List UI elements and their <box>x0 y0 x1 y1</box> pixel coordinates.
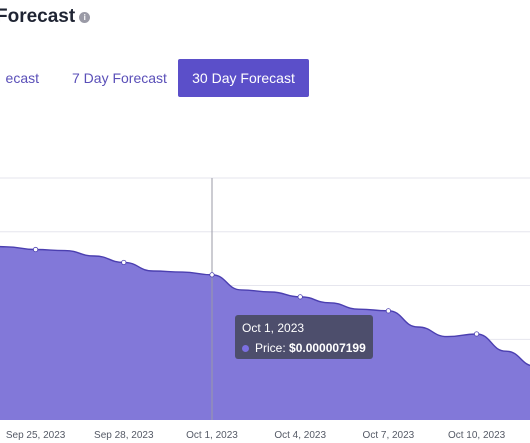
x-tick-label-4: Oct 7, 2023 <box>363 430 415 441</box>
data-point-markers <box>32 246 480 337</box>
data-point-0[interactable] <box>32 246 39 253</box>
forecast-tabs: ecast 7 Day Forecast 30 Day Forecast <box>0 59 530 97</box>
info-icon[interactable]: i <box>79 12 91 23</box>
x-tick-label-5: Oct 10, 2023 <box>448 430 506 441</box>
data-point-1[interactable] <box>121 259 127 266</box>
tab-30-day-forecast[interactable]: 30 Day Forecast <box>178 59 309 97</box>
x-tick-label-0: Sep 25, 2023 <box>6 430 66 441</box>
tooltip-price-label: Price: <box>255 341 286 355</box>
page-title-text: Forecast <box>0 6 76 27</box>
page-title: Forecast i <box>0 6 91 28</box>
x-tick-label-3: Oct 4, 2023 <box>274 430 326 441</box>
tooltip-price-value: $0.000007199 <box>289 341 366 355</box>
tab-1-day-forecast[interactable]: ecast <box>5 70 39 86</box>
tab-7-day-forecast[interactable]: 7 Day Forecast <box>72 70 167 86</box>
data-point-3[interactable] <box>297 294 303 300</box>
tooltip-price-row: Price: $0.000007199 <box>242 341 366 355</box>
x-tick-label-2: Oct 1, 2023 <box>186 430 238 441</box>
x-tick-label-1: Sep 28, 2023 <box>94 430 154 441</box>
x-axis-tick-labels: Sep 25, 2023 Sep 28, 2023 Oct 1, 2023 Oct 4… <box>6 430 506 441</box>
series-dot-icon <box>242 345 249 352</box>
tooltip-date: Oct 1, 2023 <box>242 321 305 335</box>
price-line <box>0 245 530 367</box>
data-point-2[interactable] <box>209 272 215 278</box>
chart-tooltip: Oct 1, 2023 Price: $0.000007199 <box>235 315 373 359</box>
data-point-4[interactable] <box>385 308 391 314</box>
data-point-5[interactable] <box>473 331 480 337</box>
